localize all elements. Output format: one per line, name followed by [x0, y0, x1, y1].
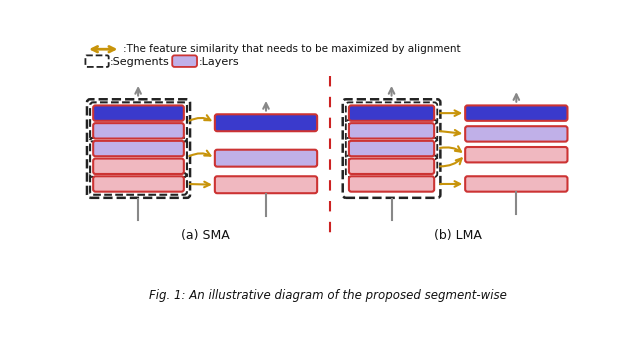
FancyBboxPatch shape — [93, 158, 184, 174]
Text: :Layers: :Layers — [198, 56, 239, 66]
FancyBboxPatch shape — [93, 141, 184, 156]
Text: (b) LMA: (b) LMA — [435, 229, 482, 242]
FancyBboxPatch shape — [465, 106, 568, 121]
FancyBboxPatch shape — [215, 150, 317, 167]
FancyBboxPatch shape — [215, 176, 317, 193]
FancyBboxPatch shape — [465, 126, 568, 142]
FancyBboxPatch shape — [465, 176, 568, 192]
FancyBboxPatch shape — [349, 176, 434, 192]
FancyBboxPatch shape — [93, 176, 184, 192]
Text: Fig. 1: An illustrative diagram of the proposed segment-wise: Fig. 1: An illustrative diagram of the p… — [149, 289, 507, 302]
FancyBboxPatch shape — [349, 141, 434, 156]
Text: :The feature similarity that needs to be maximized by alignment: :The feature similarity that needs to be… — [123, 44, 460, 54]
FancyBboxPatch shape — [215, 114, 317, 131]
FancyBboxPatch shape — [349, 106, 434, 121]
Text: :Segments: :Segments — [110, 56, 170, 66]
FancyBboxPatch shape — [349, 123, 434, 138]
FancyBboxPatch shape — [349, 158, 434, 174]
FancyBboxPatch shape — [465, 147, 568, 162]
Text: (a) SMA: (a) SMA — [180, 229, 230, 242]
FancyBboxPatch shape — [93, 123, 184, 138]
FancyBboxPatch shape — [172, 55, 197, 67]
FancyBboxPatch shape — [93, 106, 184, 121]
